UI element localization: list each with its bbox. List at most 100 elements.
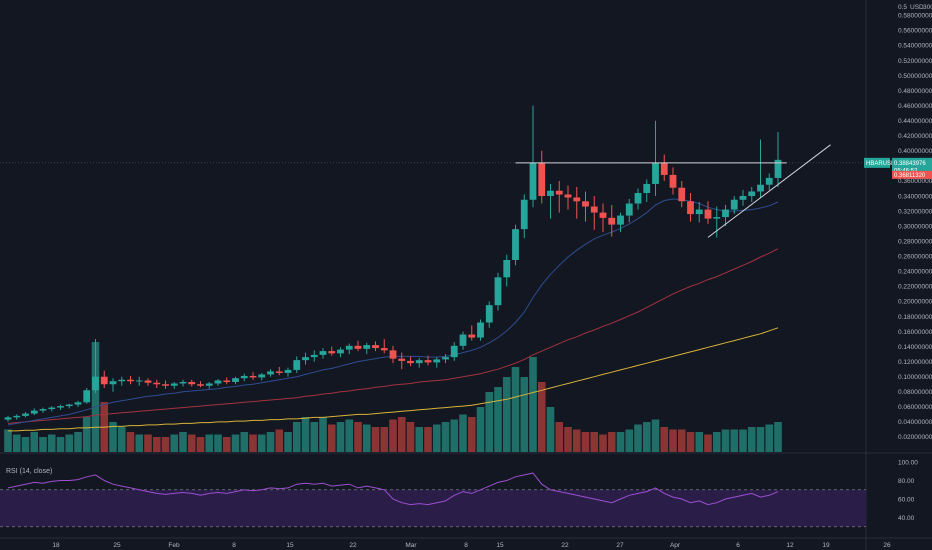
candle-body[interactable] — [284, 369, 292, 373]
candle-body[interactable] — [774, 159, 782, 178]
candle-body[interactable] — [13, 415, 21, 418]
candle-body[interactable] — [127, 379, 134, 382]
candle-body[interactable] — [65, 404, 73, 407]
candle-body[interactable] — [503, 260, 511, 278]
candle-body[interactable] — [573, 197, 581, 202]
rsi-pane[interactable]: RSI (14, close) 100.00 80.00 60.00 40.00 — [0, 459, 918, 528]
candle-body[interactable] — [625, 203, 633, 216]
candle-body[interactable] — [275, 371, 283, 373]
candle-body[interactable] — [135, 380, 143, 382]
candle-body[interactable] — [433, 359, 441, 363]
candle-body[interactable] — [582, 201, 589, 207]
candle-body[interactable] — [354, 345, 362, 349]
candle-body[interactable] — [153, 382, 161, 385]
candle-body[interactable] — [529, 162, 537, 200]
candle-body[interactable] — [739, 196, 747, 200]
volume-bar — [765, 424, 774, 452]
volume-bar — [660, 427, 669, 452]
candle-body[interactable] — [267, 371, 274, 375]
candle-body[interactable] — [450, 345, 458, 358]
candle-body[interactable] — [30, 410, 38, 414]
candle-body[interactable] — [520, 199, 528, 230]
candle-body[interactable] — [83, 390, 91, 403]
candle-body[interactable] — [730, 199, 738, 210]
candle-body[interactable] — [372, 345, 379, 349]
candle-body[interactable] — [144, 380, 152, 383]
candle-body[interactable] — [249, 375, 257, 378]
candle-body[interactable] — [415, 360, 423, 364]
candle-body[interactable] — [22, 413, 29, 416]
candle-body[interactable] — [197, 384, 204, 386]
candle-body[interactable] — [512, 229, 519, 260]
price-axis[interactable]: 0.58000000 0.56000000 0.54000000 0.52000000… — [898, 4, 932, 441]
candle-body[interactable] — [398, 358, 406, 361]
candle-body[interactable] — [485, 305, 493, 323]
candle-body[interactable] — [748, 191, 756, 196]
candle-body[interactable] — [424, 360, 432, 363]
candle-body[interactable] — [687, 201, 694, 215]
time-axis[interactable]: 18 25 Feb 8 15 22 Mar 8 15 22 27 Apr 6 12 19 26 — [52, 542, 891, 549]
candle-body[interactable] — [205, 383, 213, 386]
candle-body[interactable] — [468, 334, 476, 338]
candle-body[interactable] — [92, 376, 99, 391]
candle-body[interactable] — [590, 206, 598, 213]
candle-body[interactable] — [599, 212, 607, 218]
candle-body[interactable] — [57, 406, 64, 408]
candle-body[interactable] — [214, 380, 222, 384]
candle-body[interactable] — [722, 209, 729, 218]
candle-body[interactable] — [608, 217, 616, 225]
candle-body[interactable] — [634, 192, 642, 204]
candle-body[interactable] — [477, 322, 484, 338]
candle-body[interactable] — [319, 351, 327, 355]
candle-body[interactable] — [547, 190, 554, 196]
candlesticks[interactable] — [4, 105, 782, 422]
candle-body[interactable] — [188, 381, 196, 385]
candle-body[interactable] — [179, 381, 187, 384]
candle-body[interactable] — [240, 375, 248, 379]
candle-body[interactable] — [643, 183, 651, 193]
candle-body[interactable] — [459, 334, 467, 346]
candle-body[interactable] — [293, 360, 301, 370]
ascending-trendline[interactable] — [707, 144, 831, 238]
candle-body[interactable] — [757, 184, 764, 192]
candle-body[interactable] — [345, 345, 353, 350]
candle-body[interactable] — [765, 177, 773, 185]
candle-body[interactable] — [170, 383, 178, 386]
candle-body[interactable] — [39, 409, 47, 411]
candle-body[interactable] — [310, 354, 318, 358]
candle-body[interactable] — [380, 348, 388, 351]
candle-body[interactable] — [48, 407, 56, 410]
candle-body[interactable] — [660, 162, 668, 175]
candle-body[interactable] — [258, 374, 266, 378]
candle-body[interactable] — [695, 209, 703, 215]
candle-body[interactable] — [109, 381, 117, 385]
candle-body[interactable] — [713, 217, 721, 219]
volume-bar — [21, 437, 30, 452]
candle-body[interactable] — [337, 349, 344, 354]
candle-body[interactable] — [407, 360, 414, 364]
candle-body[interactable] — [652, 162, 659, 184]
candle-body[interactable] — [704, 209, 712, 219]
candle-body[interactable] — [162, 384, 169, 386]
candle-body[interactable] — [678, 187, 686, 202]
candle-body[interactable] — [442, 357, 449, 360]
candle-body[interactable] — [100, 376, 108, 385]
candle-body[interactable] — [4, 417, 12, 420]
last-price-tag — [892, 157, 932, 175]
candle-body[interactable] — [564, 194, 572, 198]
candle-body[interactable] — [389, 350, 397, 359]
candle-body[interactable] — [118, 379, 126, 382]
candle-body[interactable] — [363, 345, 371, 349]
candle-body[interactable] — [669, 174, 677, 188]
candle-body[interactable] — [74, 402, 82, 405]
candle-body[interactable] — [555, 190, 563, 195]
candle-body[interactable] — [302, 357, 309, 361]
candle-body[interactable] — [538, 162, 546, 196]
candle-body[interactable] — [328, 351, 336, 354]
candle-body[interactable] — [617, 215, 624, 225]
drawings[interactable] — [0, 144, 866, 238]
candle-body[interactable] — [223, 380, 231, 382]
candle-body[interactable] — [494, 277, 502, 306]
candle-body[interactable] — [232, 378, 239, 382]
